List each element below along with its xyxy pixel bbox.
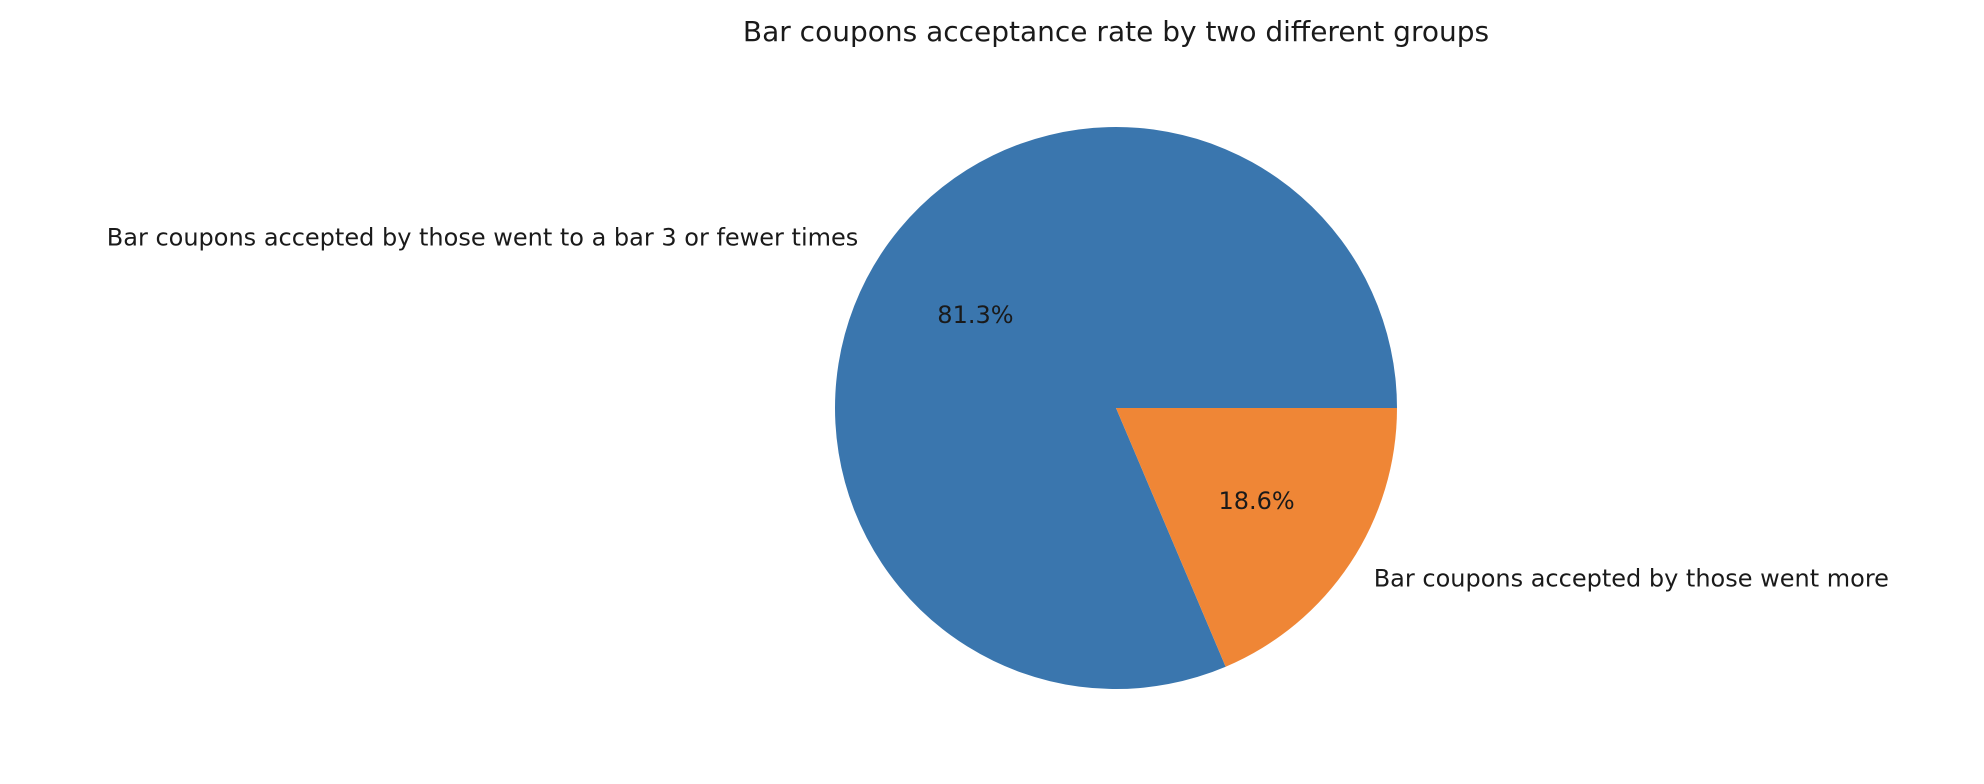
- pie-slice-2: [1116, 408, 1397, 667]
- pie-slices: [835, 126, 1397, 690]
- slice-category-label: Bar coupons accepted by those went to a …: [107, 223, 858, 251]
- chart-title: Bar coupons acceptance rate by two diffe…: [743, 15, 1489, 48]
- pie-labels: 81.3% Bar coupons accepted by those went …: [107, 223, 1889, 592]
- slice-percent-label: 81.3%: [937, 301, 1013, 329]
- slice-category-label: Bar coupons accepted by those went more: [1374, 565, 1889, 593]
- slice-percent-label: 18.6%: [1218, 487, 1294, 515]
